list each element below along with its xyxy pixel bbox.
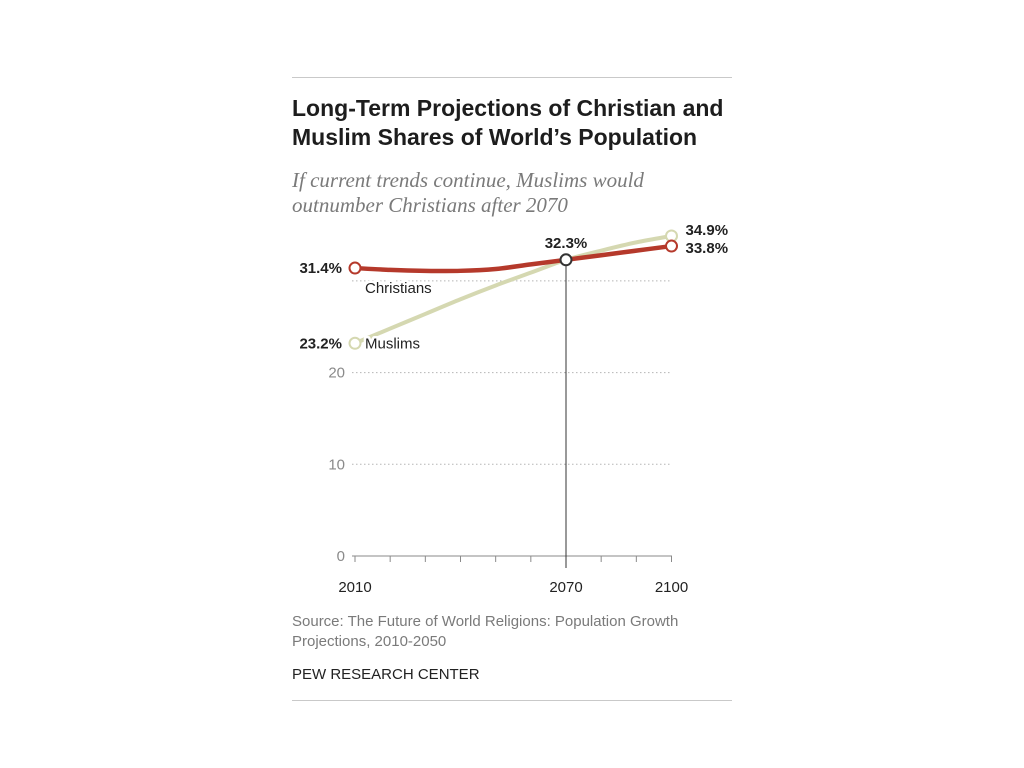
data-label-muslims-2010: 23.2% <box>299 335 342 352</box>
x-tick-label-2010: 2010 <box>338 579 371 596</box>
y-tick-label-20: 20 <box>328 365 345 382</box>
series-label-muslims: Muslims <box>365 335 420 352</box>
top-divider <box>292 77 732 78</box>
chart-subtitle: If current trends continue, Muslims woul… <box>292 168 644 217</box>
data-label-christians-2010: 31.4% <box>299 260 342 277</box>
x-tick-label-2100: 2100 <box>655 579 688 596</box>
source-note: Source: The Future of World Religions: P… <box>292 613 679 650</box>
marker-muslims-2010 <box>348 336 362 350</box>
y-tick-label-10: 10 <box>328 456 345 473</box>
series-line-muslims <box>353 233 674 346</box>
marker-both-2070 <box>559 253 573 267</box>
credit-line: PEW RESEARCH CENTER <box>292 666 480 683</box>
data-label-muslims-2100: 34.9% <box>686 222 729 239</box>
series-line-christians <box>352 243 674 274</box>
y-tick-label-0: 0 <box>337 548 345 565</box>
data-label-christians-2100: 33.8% <box>686 240 729 257</box>
x-tick-label-2070: 2070 <box>549 579 582 596</box>
bottom-divider <box>292 700 732 701</box>
marker-christians-2010 <box>348 261 362 275</box>
marker-christians-2100 <box>665 239 678 253</box>
data-label-both-2070: 32.3% <box>545 235 588 252</box>
series-label-christians: Christians <box>365 280 432 297</box>
chart-title: Long-Term Projections of Christian and M… <box>292 95 724 150</box>
